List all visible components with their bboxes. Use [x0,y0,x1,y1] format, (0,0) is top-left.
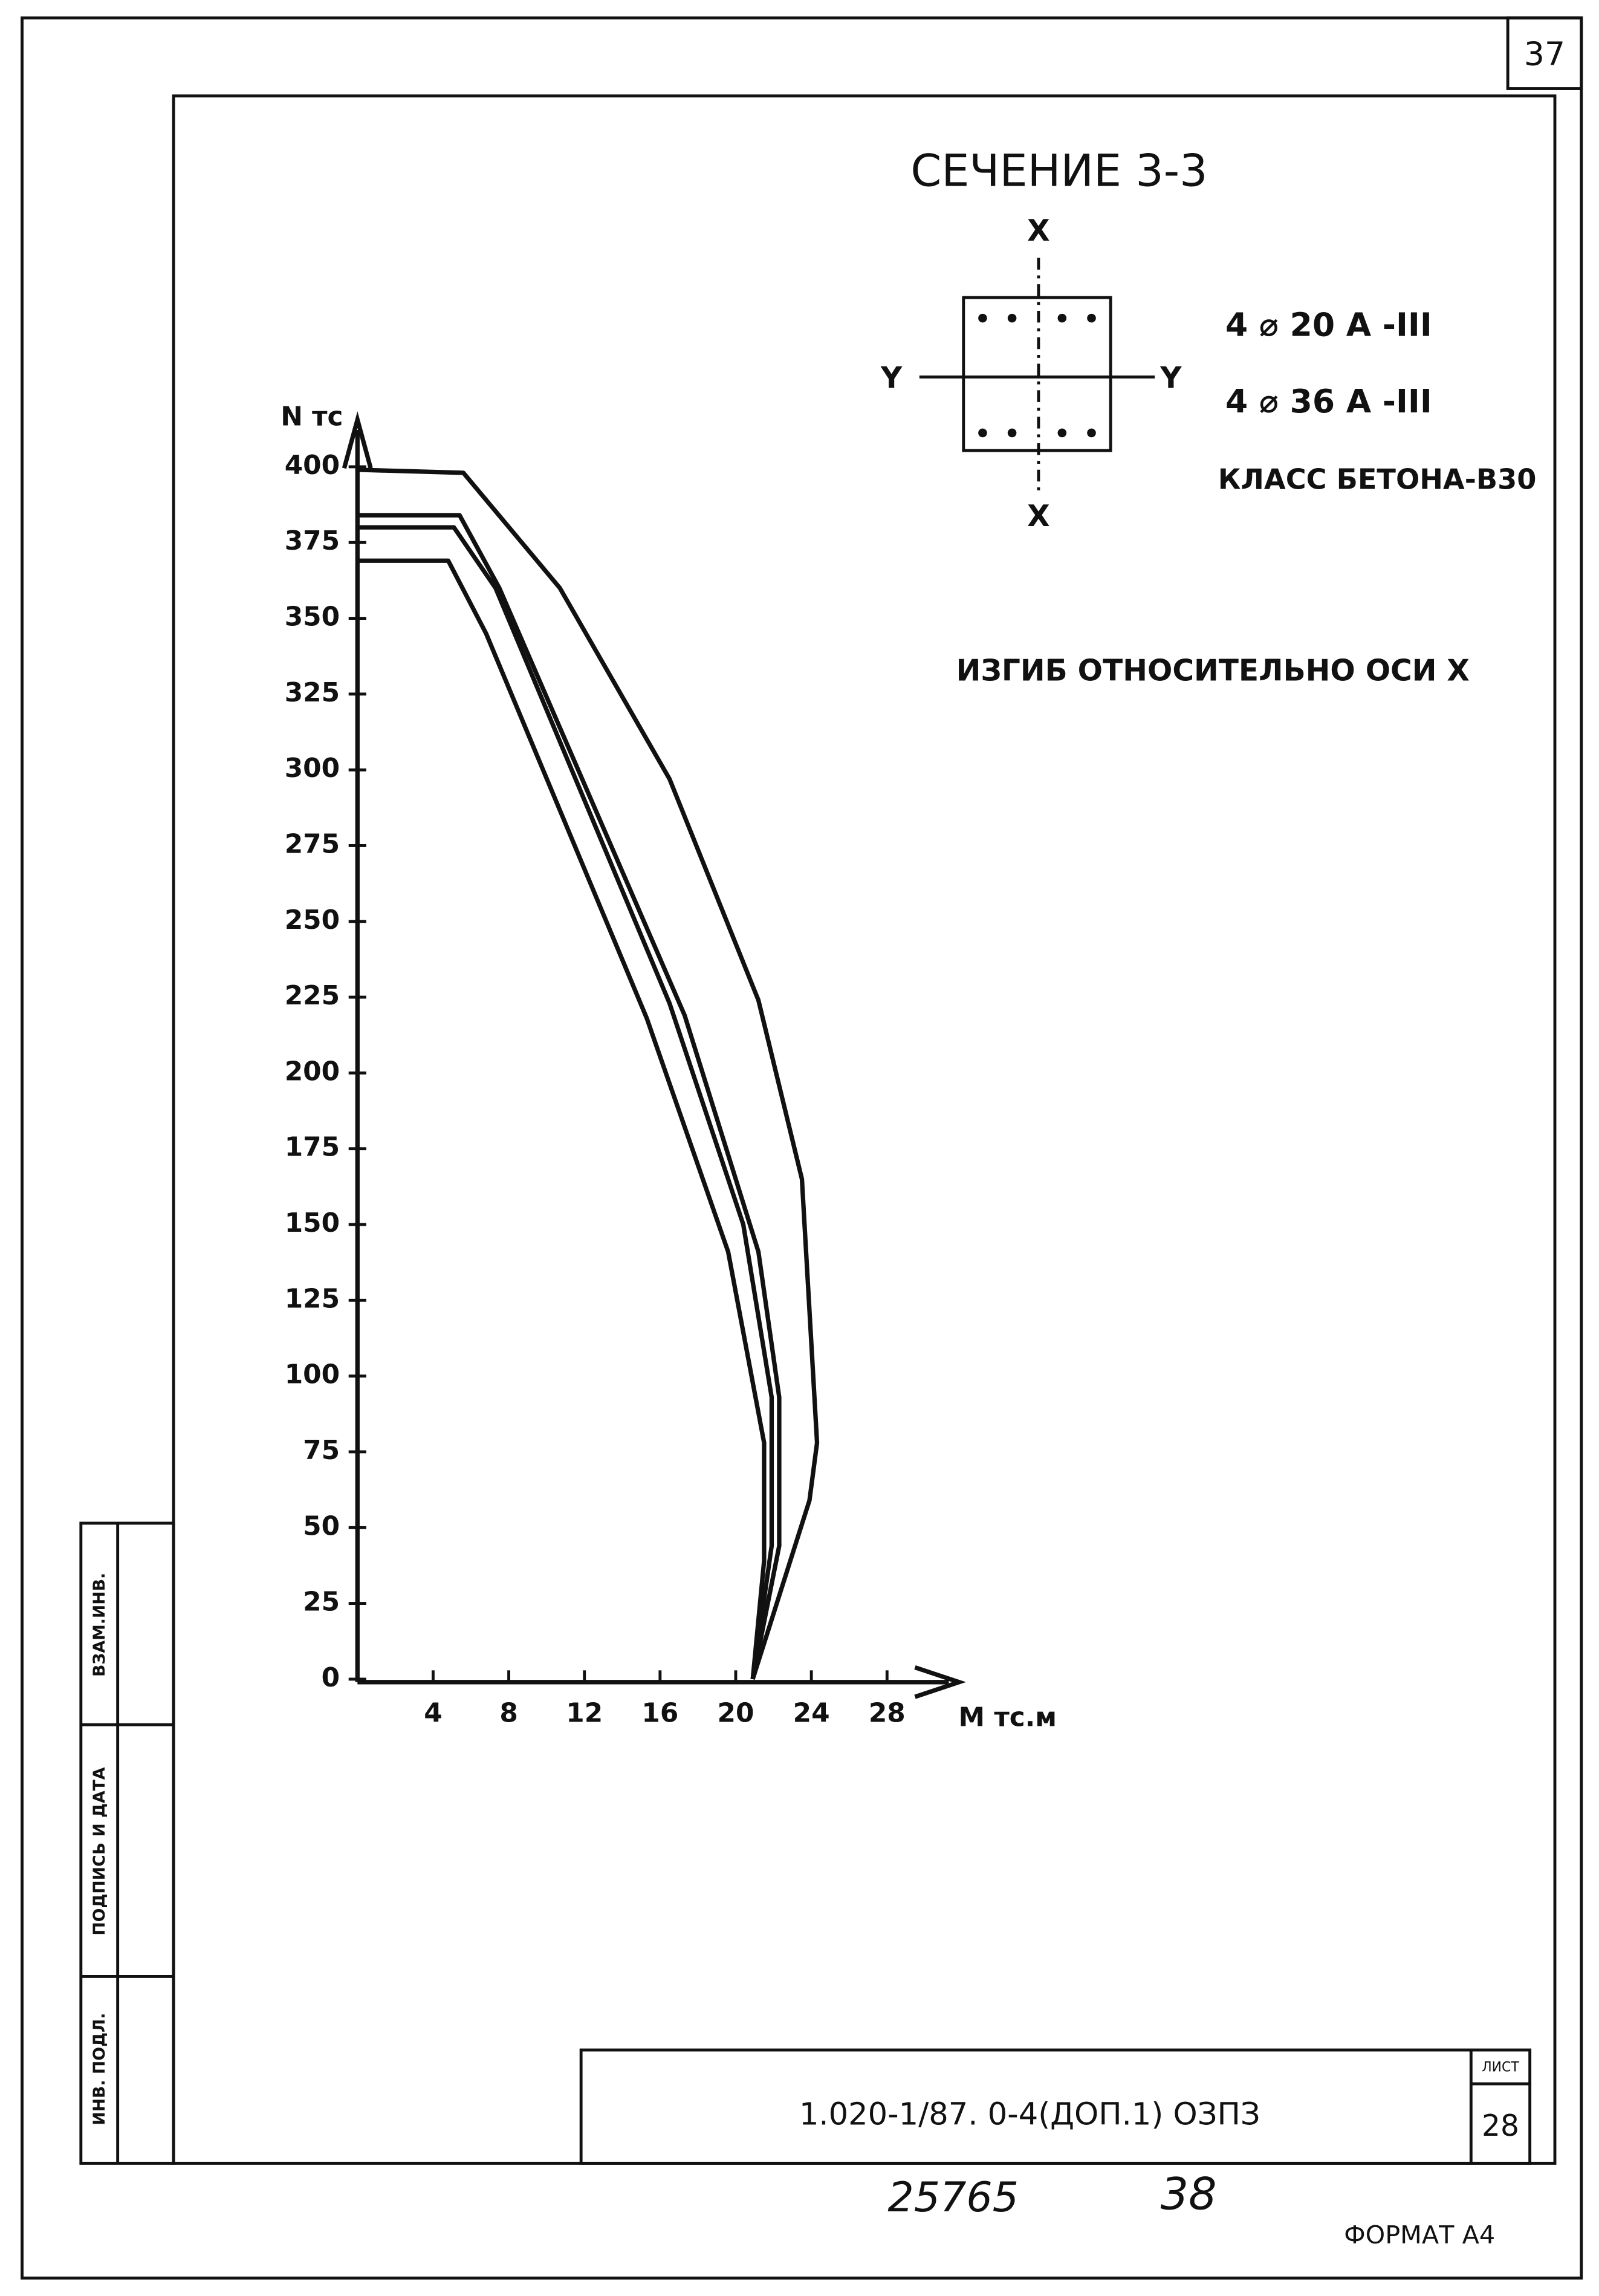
concrete-class: КЛАСС БЕТОНА-В30 [1218,463,1537,496]
y-tick-label: 175 [285,1132,340,1163]
rebar-dots [978,313,1096,438]
axis-label: X [1027,214,1050,248]
y-tick-label: 275 [285,828,340,859]
corner-box [1506,16,1583,90]
y-tick-label: 50 [303,1511,340,1541]
y-tick-label: 325 [285,677,340,708]
rebar-text: 4 ⌀ 36 А -III [1225,382,1432,420]
x-axis-arrow [914,1665,967,1699]
stamp-label: ИНВ. ПОДЛ. [90,2013,109,2125]
sheet-label: ЛИСТ [1482,2060,1519,2075]
y-tick-label: 375 [285,525,340,556]
stamp-label: ВЗАМ.ИНВ. [90,1573,109,1677]
x-tick-label: 28 [869,1697,906,1728]
y-tick-label: 100 [285,1359,340,1390]
y-tick-label: 225 [285,980,340,1011]
handwritten-page: 38 [1161,2168,1217,2220]
x-axis-label: М тс.м [959,1702,1057,1733]
x-tick-label: 20 [718,1697,754,1728]
curve [357,513,782,1680]
y-tick-label: 0 [322,1662,340,1693]
y-tick-label: 400 [285,450,340,481]
axis-label: Y [880,361,903,395]
y-tick-label: 200 [285,1056,340,1087]
chart-annotation: ИЗГИБ ОТНОСИТЕЛЬНО ОСИ X [956,654,1470,688]
y-tick-label: 75 [303,1435,340,1466]
axis-label: Y [1160,361,1182,395]
y-tick-label: 150 [285,1208,340,1238]
y-tick-label: 25 [303,1587,340,1618]
corner-number: 37 [1524,35,1565,73]
x-tick-label: 8 [499,1697,517,1728]
side-stamp [79,1521,175,2165]
y-tick-label: 125 [285,1283,340,1314]
designation: 1.020-1/87. 0-4(ДОП.1) ОЗПЗ [799,2097,1260,2133]
curve [357,525,774,1680]
sheet-number: 28 [1482,2109,1519,2143]
format-label: ФОРМАТ А4 [1344,2220,1495,2249]
curve [357,467,820,1680]
outer-border [21,16,1583,2280]
rebar-text: 4 ⌀ 20 А -III [1225,305,1432,343]
section-title: СЕЧЕНИЕ 3-3 [910,146,1207,197]
archive-number: 25765 [887,2174,1019,2222]
y-tick-label: 250 [285,905,340,935]
title-block [579,2048,1532,2165]
y-axis-label: N тс [281,402,343,432]
x-tick-label: 24 [793,1697,830,1728]
x-tick-label: 4 [424,1697,442,1728]
x-tick-label: 12 [566,1697,603,1728]
y-tick-label: 350 [285,602,340,633]
curve [357,558,767,1680]
x-tick-label: 16 [641,1697,678,1728]
stamp-label: ПОДПИСЬ И ДАТА [90,1767,109,1936]
axis-label: X [1027,499,1050,533]
y-axis-arrow [342,411,373,469]
y-tick-label: 300 [285,753,340,784]
